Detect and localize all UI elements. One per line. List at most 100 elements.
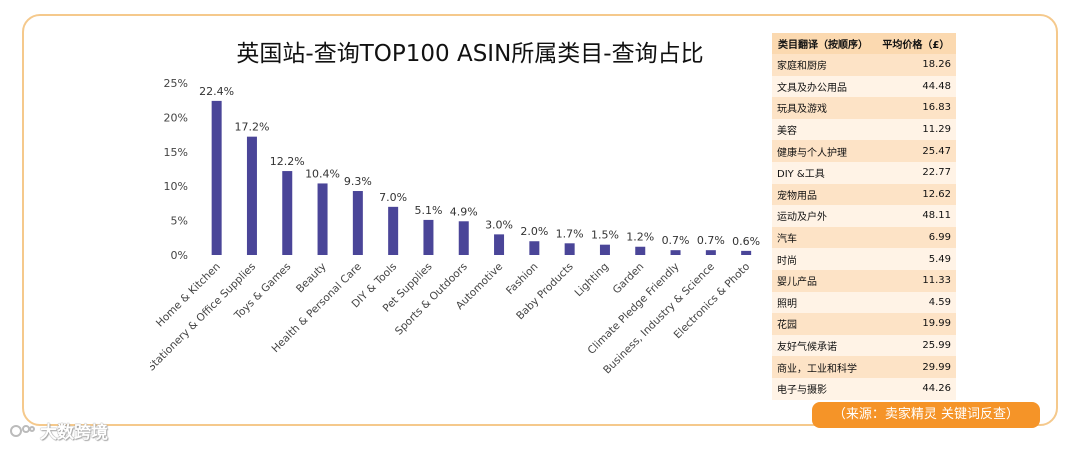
data-label: 9.3% <box>344 175 372 188</box>
row-price: 22.77 <box>875 161 956 184</box>
row-category: 汽车 <box>772 226 876 249</box>
watermark: 大数跨境 <box>10 418 108 443</box>
row-category: 健康与个人护理 <box>772 140 876 162</box>
row-category: 婴儿产品 <box>772 269 876 292</box>
row-category: DIY &工具 <box>772 161 876 184</box>
row-price: 18.26 <box>875 54 956 76</box>
data-label: 10.4% <box>305 167 340 180</box>
row-price: 11.33 <box>875 269 956 292</box>
y-tick-label: 10% <box>164 180 188 193</box>
bar <box>670 250 681 255</box>
watermark-text: 大数跨境 <box>40 423 108 443</box>
row-price: 29.99 <box>875 356 956 378</box>
bar-chart: 25% 20% 15% 10% 5% 0% 22.4% Home & Kitchen 17.2%… <box>150 77 760 376</box>
data-label: 17.2% <box>234 121 269 134</box>
row-price: 16.83 <box>875 97 956 119</box>
table-header-row: 类目翻译（按顺序） 平均价格（£） <box>772 33 956 54</box>
row-category: 电子与摄影 <box>772 377 876 400</box>
row-price: 5.49 <box>875 248 956 270</box>
bar <box>352 191 363 255</box>
data-label: 0.7% <box>662 234 690 247</box>
row-price: 11.29 <box>875 118 956 141</box>
x-tick-label: Lighting <box>573 261 612 300</box>
row-category: 商业，工业和科学 <box>772 356 876 378</box>
data-label: 7.0% <box>379 191 407 204</box>
data-label: 5.1% <box>414 204 442 217</box>
bar <box>423 219 434 255</box>
table-row: 家庭和厨房 18.26 <box>772 54 956 76</box>
y-tick-label: 0% <box>171 249 188 262</box>
row-price: 44.26 <box>875 377 956 400</box>
data-label: 2.0% <box>520 225 548 238</box>
bar <box>317 183 328 255</box>
table-row: 商业，工业和科学 29.99 <box>772 356 956 378</box>
row-category: 玩具及游戏 <box>772 97 876 119</box>
table-row: 照明 4.59 <box>772 291 956 314</box>
y-tick-label: 15% <box>164 146 188 159</box>
table-row: 花园 19.99 <box>772 313 956 335</box>
price-table: 类目翻译（按顺序） 平均价格（£） 家庭和厨房 18.26 文具及办公用品 44.48… <box>772 33 956 400</box>
row-category: 照明 <box>772 291 876 314</box>
row-category: 花园 <box>772 313 876 335</box>
bar <box>705 250 716 255</box>
bar <box>494 234 505 255</box>
brand-logo-icon <box>10 424 35 437</box>
row-price: 25.47 <box>875 140 956 162</box>
row-category: 家庭和厨房 <box>772 54 876 76</box>
table-row: 宠物用品 12.62 <box>772 183 956 206</box>
row-price: 19.99 <box>875 313 956 335</box>
x-tick-label: Garden <box>611 261 647 297</box>
price-table-container: 类目翻译（按顺序） 平均价格（£） 家庭和厨房 18.26 文具及办公用品 44.48… <box>772 33 956 400</box>
data-label: 3.0% <box>485 218 513 231</box>
row-price: 44.48 <box>875 75 956 98</box>
table-row: 玩具及游戏 16.83 <box>772 97 956 119</box>
source-badge: （来源：卖家精灵 关键词反查） <box>812 402 1040 428</box>
table-row: 文具及办公用品 44.48 <box>772 75 956 98</box>
table-row: 时尚 5.49 <box>772 248 956 270</box>
x-tick-label: Beauty <box>294 261 329 296</box>
row-category: 美容 <box>772 118 876 141</box>
row-price: 6.99 <box>875 226 956 249</box>
row-category: 运动及户外 <box>772 205 876 227</box>
table-row: 美容 11.29 <box>772 118 956 141</box>
row-category: 宠物用品 <box>772 183 876 206</box>
data-label: 0.7% <box>697 234 725 247</box>
header-price: 平均价格（£） <box>875 33 956 54</box>
bar <box>741 250 752 255</box>
bar <box>211 100 222 255</box>
y-tick-label: 25% <box>164 77 188 90</box>
bar <box>246 136 257 255</box>
x-tick-label: Home & Kitchen <box>154 261 223 330</box>
table-row: 汽车 6.99 <box>772 226 956 249</box>
bar <box>529 241 540 255</box>
bar <box>635 246 646 255</box>
row-category: 文具及办公用品 <box>772 75 876 98</box>
row-price: 4.59 <box>875 291 956 314</box>
chart-title: 英国站-查询TOP100 ASIN所属类目-查询占比 <box>236 41 704 67</box>
table-row: 运动及户外 48.11 <box>772 205 956 227</box>
table-row: 友好气候承诺 25.99 <box>772 334 956 357</box>
bar <box>564 243 575 255</box>
bar <box>599 244 610 255</box>
data-label: 1.5% <box>591 229 619 242</box>
table-row: 健康与个人护理 25.47 <box>772 140 956 162</box>
data-label: 1.7% <box>556 227 584 240</box>
row-price: 48.11 <box>875 205 956 227</box>
data-label: 0.6% <box>732 235 760 248</box>
data-label: 12.2% <box>270 155 305 168</box>
table-row: DIY &工具 22.77 <box>772 161 956 184</box>
row-category: 友好气候承诺 <box>772 334 876 357</box>
row-price: 12.62 <box>875 183 956 206</box>
data-label: 1.2% <box>626 231 654 244</box>
row-category: 时尚 <box>772 248 876 270</box>
table-row: 婴儿产品 11.33 <box>772 269 956 292</box>
data-label: 4.9% <box>450 205 478 218</box>
bar <box>458 221 469 255</box>
table-row: 电子与摄影 44.26 <box>772 377 956 400</box>
y-tick-label: 5% <box>171 215 188 228</box>
bar <box>388 206 399 255</box>
row-price: 25.99 <box>875 334 956 357</box>
bar <box>282 171 293 255</box>
y-tick-label: 20% <box>164 111 188 124</box>
data-label: 22.4% <box>199 85 234 98</box>
